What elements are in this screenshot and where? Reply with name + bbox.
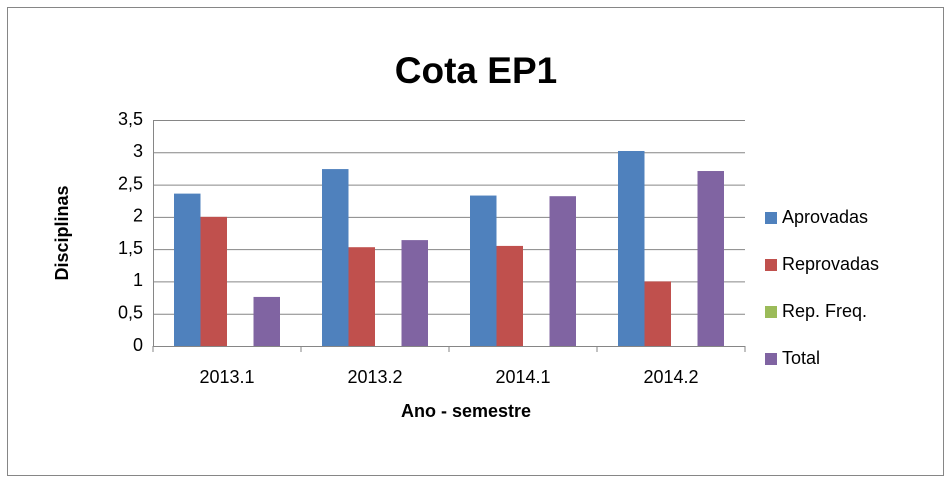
bar [174,193,201,346]
y-tick-label: 2,5 [118,173,143,193]
y-axis-label: Disciplinas [52,185,72,280]
y-tick-label: 0 [133,335,143,355]
bar [470,195,497,346]
y-tick-label: 1 [133,270,143,290]
bar [200,216,227,346]
bar [496,245,523,346]
legend-label: Aprovadas [782,207,868,227]
x-tick-label: 2014.2 [643,367,698,387]
bar [322,169,349,346]
legend-label: Reprovadas [782,254,879,274]
x-tick-label: 2014.1 [495,367,550,387]
legend-label: Total [782,348,820,368]
legend-swatch [765,353,777,365]
bar [644,281,671,346]
bar [253,296,280,346]
y-tick-label: 1,5 [118,238,143,258]
legend-swatch [765,212,777,224]
chart-title: Cota EP1 [395,50,557,91]
legend-label: Rep. Freq. [782,301,867,321]
legend-swatch [765,306,777,318]
x-axis-label: Ano - semestre [401,401,531,421]
bar [549,196,576,346]
bar [618,150,645,346]
y-tick-label: 2 [133,206,143,226]
y-tick-label: 3 [133,141,143,161]
x-tick-label: 2013.2 [347,367,402,387]
y-tick-label: 3,5 [118,109,143,129]
x-tick-label: 2013.1 [199,367,254,387]
y-tick-label: 0,5 [118,302,143,322]
bar [697,171,724,346]
bar [401,240,428,346]
legend-swatch [765,259,777,271]
bar [348,247,375,346]
